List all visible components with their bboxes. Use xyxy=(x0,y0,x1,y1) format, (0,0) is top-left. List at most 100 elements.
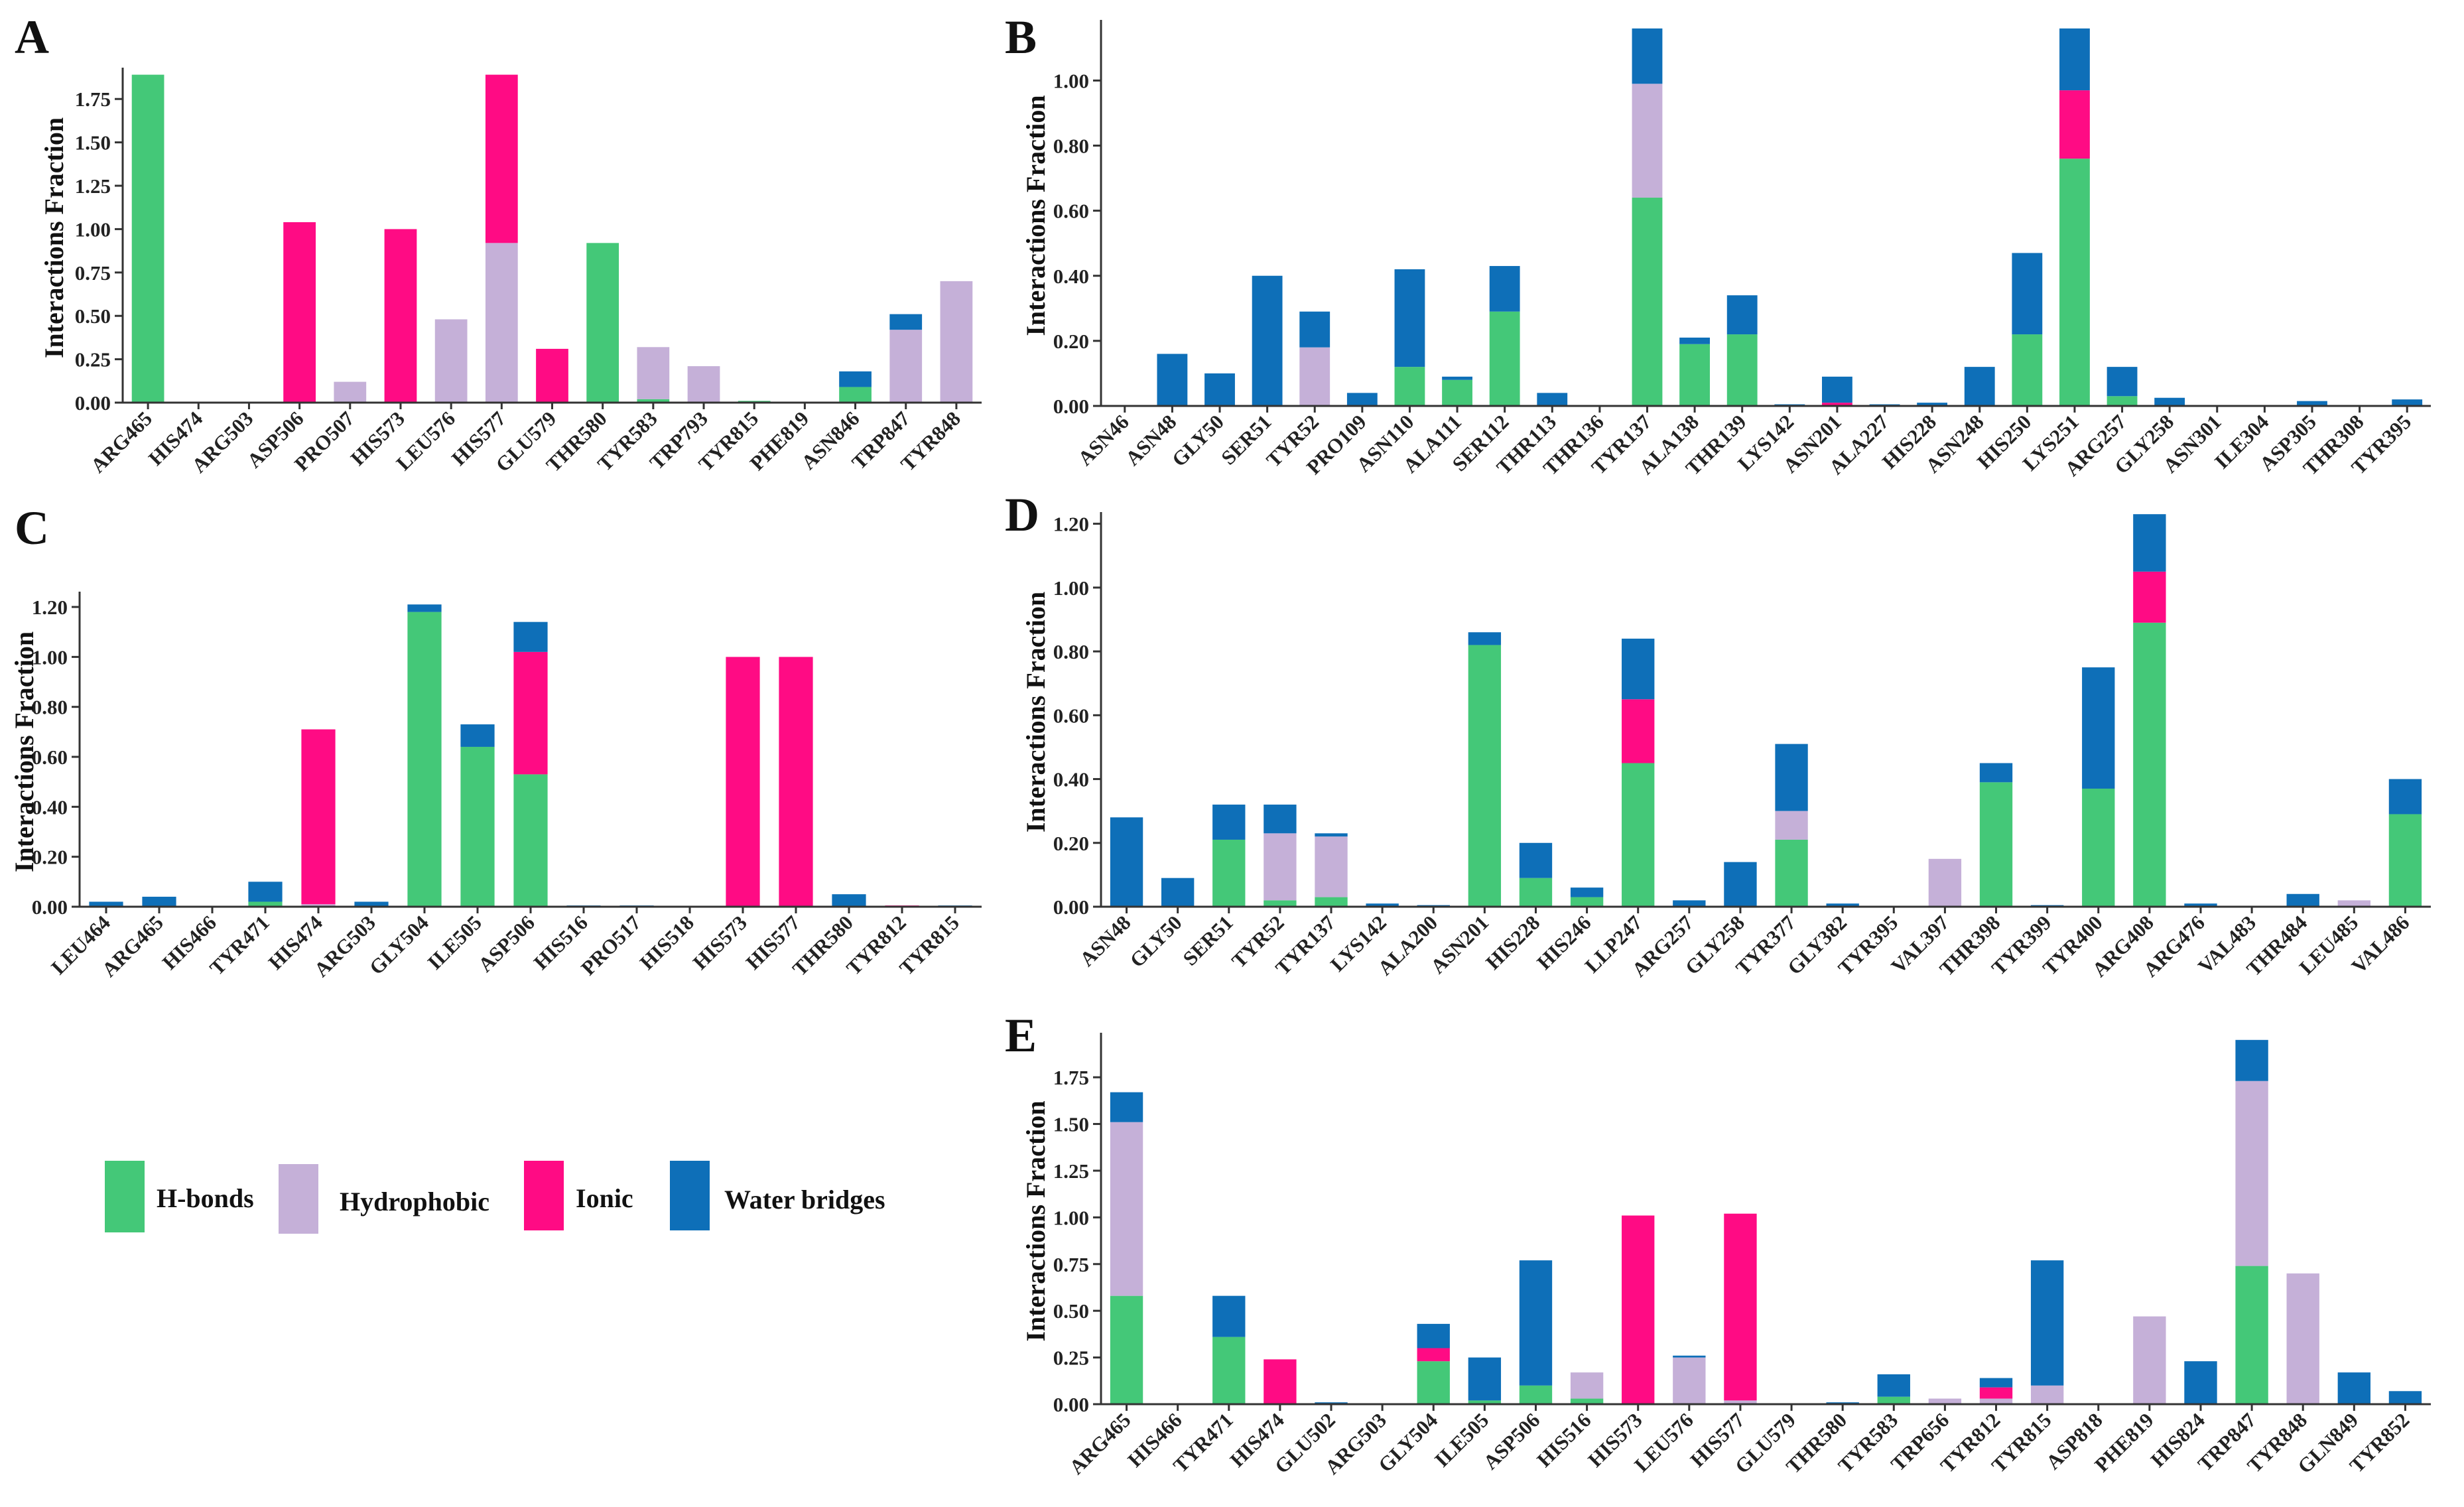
bar-a-trp847-water xyxy=(889,314,923,330)
bar-d-tyr52-hbonds xyxy=(1264,900,1297,907)
bar-b-gly50-water xyxy=(1204,373,1235,406)
bar-d-ser51-hbonds xyxy=(1212,839,1246,907)
bar-e-trp847-hbonds xyxy=(2235,1266,2268,1404)
bar-b-thr139-water xyxy=(1726,295,1758,335)
bar-a-his577-hydrophobic xyxy=(485,243,518,403)
ytick-label-a-2: 0.50 xyxy=(75,304,111,328)
bar-e-tyr471-hbonds xyxy=(1212,1337,1246,1404)
ylabel-c: Interactions Fraction xyxy=(9,631,39,872)
ylabel-a: Interactions Fraction xyxy=(39,117,69,358)
bar-c-arg503-water xyxy=(354,901,389,907)
bar-e-tyr583-water xyxy=(1877,1374,1910,1397)
ylabel-d: Interactions Fraction xyxy=(1021,592,1051,832)
bar-b-ser112-hbonds xyxy=(1489,311,1520,406)
bar-a-trp847-hydrophobic xyxy=(889,330,923,403)
bar-c-ile505-hbonds xyxy=(460,746,495,907)
bar-a-pro507-hydrophobic xyxy=(334,381,367,403)
bar-d-lys142-water xyxy=(1366,903,1399,907)
bar-d-arg476-water xyxy=(2184,903,2217,907)
ytick-label-d-6: 1.20 xyxy=(1053,513,1089,536)
xlabel-d-asn48: ASN48 xyxy=(1075,911,1135,971)
bar-e-asp506-hbonds xyxy=(1519,1385,1553,1404)
xlabel-c-tyr815: TYR815 xyxy=(895,911,964,980)
legend: H-bonds Hydrophobic Ionic Water bridges xyxy=(105,1161,885,1234)
bar-d-tyr377-hydrophobic xyxy=(1775,811,1808,840)
bar-d-arg408-hbonds xyxy=(2133,622,2166,907)
chart-d: 0.00 0.20 0.40 0.60 0.80 1.00 1.20 Interactions… xyxy=(1021,512,2431,982)
bar-d-gly382-water xyxy=(1826,903,1859,907)
bar-e-his516-hbonds xyxy=(1570,1398,1604,1404)
bar-e-tyr583-hbonds xyxy=(1877,1396,1910,1404)
xlabel-c-gly504: GLY504 xyxy=(365,911,433,979)
bar-c-thr580-water xyxy=(832,894,866,907)
bar-e-tyr815-hydrophobic xyxy=(2030,1385,2064,1404)
bar-c-his474-hydrophobic xyxy=(301,904,336,907)
bar-a-thr580-hbonds xyxy=(586,243,619,403)
bar-c-his573-ionic xyxy=(726,657,760,907)
xlabel-e-his516: HIS516 xyxy=(1532,1408,1595,1471)
bar-d-his246-water xyxy=(1570,887,1604,897)
bar-a-asp506-ionic xyxy=(283,222,316,403)
ytick-label-d-5: 1.00 xyxy=(1053,576,1089,600)
bar-b-ser112-water xyxy=(1489,266,1520,312)
bar-d-tyr137-hbonds xyxy=(1315,897,1348,907)
bar-b-arg257-water xyxy=(2107,367,2138,397)
ytick-label-b-0: 0.00 xyxy=(1053,395,1089,418)
ytick-label-a-7: 1.75 xyxy=(75,88,111,111)
bar-b-his228-water xyxy=(1917,403,1948,406)
legend-label-hydrophobic: Hydrophobic xyxy=(340,1187,489,1216)
bar-d-arg257-water xyxy=(1673,900,1706,907)
xlabel-c-asp506: ASP506 xyxy=(474,911,539,976)
bar-d-tyr52-hydrophobic xyxy=(1264,833,1297,901)
xlabel-b-gly50: GLY50 xyxy=(1167,410,1228,471)
bar-b-arg257-hbonds xyxy=(2107,396,2138,406)
ylabel-b: Interactions Fraction xyxy=(1021,95,1051,336)
bar-b-asn48-water xyxy=(1157,354,1188,406)
bar-e-tyr815-water xyxy=(2030,1260,2064,1386)
xlabel-a-arg465: ARG465 xyxy=(86,407,157,477)
bar-e-leu576-hydrophobic xyxy=(1673,1357,1706,1404)
xlabel-b-asn48: ASN48 xyxy=(1121,410,1181,470)
bar-a-tyr583-hbonds xyxy=(637,399,670,403)
bar-d-tyr377-hbonds xyxy=(1775,839,1808,907)
bar-e-trp847-hydrophobic xyxy=(2235,1081,2268,1266)
bar-d-thr398-water xyxy=(1979,763,2013,783)
xlabel-c-his518: HIS518 xyxy=(635,911,698,974)
legend-label-water-bridges: Water bridges xyxy=(724,1185,885,1214)
bar-b-his250-hbonds xyxy=(2012,334,2043,406)
bar-e-tyr852-water xyxy=(2388,1391,2422,1404)
bar-e-his573-ionic xyxy=(1622,1215,1655,1404)
bar-e-ile505-hbonds xyxy=(1468,1400,1502,1404)
bar-b-his250-water xyxy=(2012,253,2043,335)
bar-b-lys251-ionic xyxy=(2059,90,2090,159)
bar-d-val486-water xyxy=(2388,779,2422,815)
bar-e-arg465-water xyxy=(1110,1092,1143,1122)
bar-e-gly504-ionic xyxy=(1417,1348,1450,1362)
xlabel-d-ser51: SER51 xyxy=(1178,911,1237,970)
bar-d-tyr52-water xyxy=(1264,805,1297,834)
ytick-label-e-2: 0.50 xyxy=(1053,1299,1089,1323)
legend-swatch-ionic xyxy=(524,1161,564,1230)
panel-letter-c: C xyxy=(15,501,49,555)
bar-d-asn201-water xyxy=(1468,632,1502,645)
xlabel-d-val486: VAL486 xyxy=(2347,911,2414,978)
bar-d-asn48-water xyxy=(1110,817,1143,907)
ytick-label-b-1: 0.20 xyxy=(1053,330,1089,353)
ytick-label-d-0: 0.00 xyxy=(1053,895,1089,919)
bar-b-ala138-water xyxy=(1679,337,1711,344)
panel-letter-a: A xyxy=(15,11,49,64)
bar-e-trp656-hydrophobic xyxy=(1928,1398,1962,1404)
panel-letter-b: B xyxy=(1005,11,1037,64)
bar-e-gly504-hbonds xyxy=(1417,1361,1450,1404)
panel-letter-e: E xyxy=(1005,1009,1037,1062)
bar-e-his516-hydrophobic xyxy=(1570,1372,1604,1399)
bar-e-gln849-water xyxy=(2337,1372,2371,1404)
ytick-label-c-0: 0.00 xyxy=(32,895,68,919)
ytick-label-e-0: 0.00 xyxy=(1053,1393,1089,1416)
chart-c: 0.00 0.20 0.40 0.60 0.80 1.00 1.20 Interactions… xyxy=(9,592,982,982)
bar-d-asn201-hbonds xyxy=(1468,645,1502,907)
bar-d-his228-hbonds xyxy=(1519,878,1553,907)
ytick-label-b-4: 0.80 xyxy=(1053,135,1089,158)
bar-d-tyr137-water xyxy=(1315,833,1348,837)
